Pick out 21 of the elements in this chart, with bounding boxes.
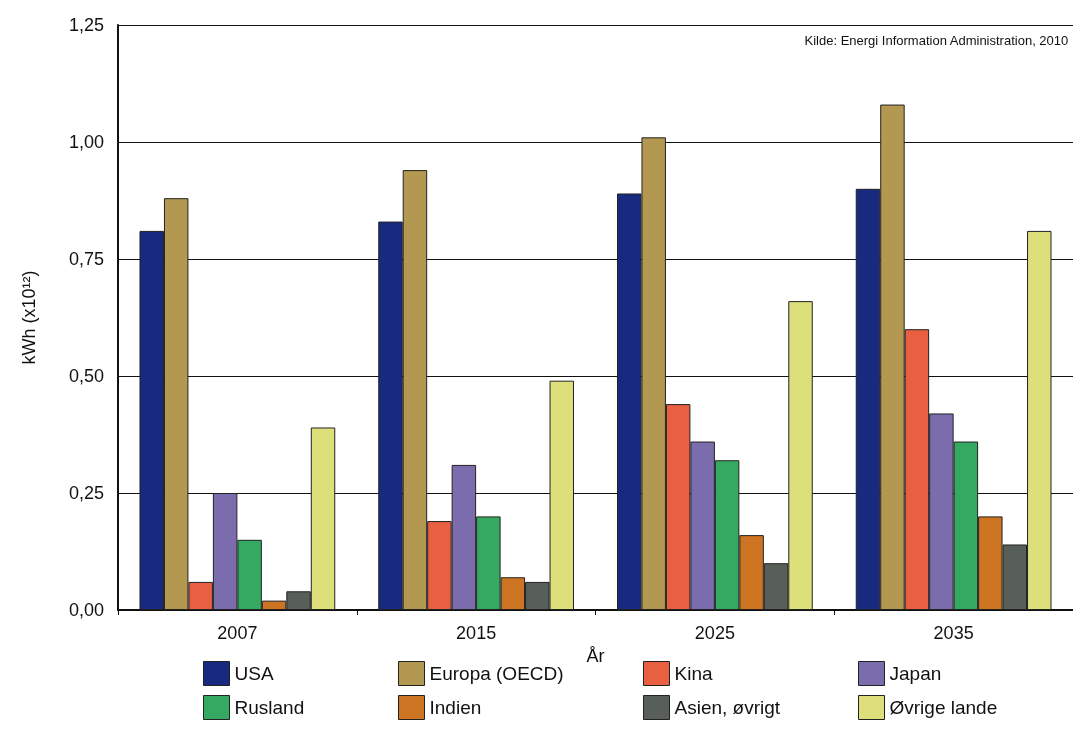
y-tick-label: 0,00 (68, 600, 104, 620)
y-tick-label: 1,25 (68, 15, 104, 35)
annotation: Kilde: Energi Information Administration, 2010 (804, 33, 1069, 48)
x-tick-label: 2007 (217, 623, 258, 643)
legend-label: USA (234, 663, 274, 684)
legend-label: Asien, øvrigt (674, 697, 781, 718)
legend-label: Japan (889, 663, 942, 684)
x-tick-label: 2035 (933, 623, 974, 643)
y-tick-label: 0,50 (68, 366, 104, 386)
x-axis-title: År (586, 645, 605, 666)
y-tick-label: 0,25 (68, 483, 104, 503)
legend-label: Indien (429, 697, 482, 718)
y-tick-label: 0,75 (68, 249, 104, 269)
legend-label: Kina (674, 663, 713, 684)
legend-label: Øvrige lande (889, 697, 998, 718)
x-tick-label: 2015 (456, 623, 497, 643)
legend-label: Rusland (234, 697, 305, 718)
x-tick-label: 2025 (694, 623, 735, 643)
y-tick-label: 1,00 (68, 132, 104, 152)
y-axis-title: kWh (x10¹²) (19, 270, 39, 365)
legend-label: Europa (OECD) (429, 663, 564, 684)
